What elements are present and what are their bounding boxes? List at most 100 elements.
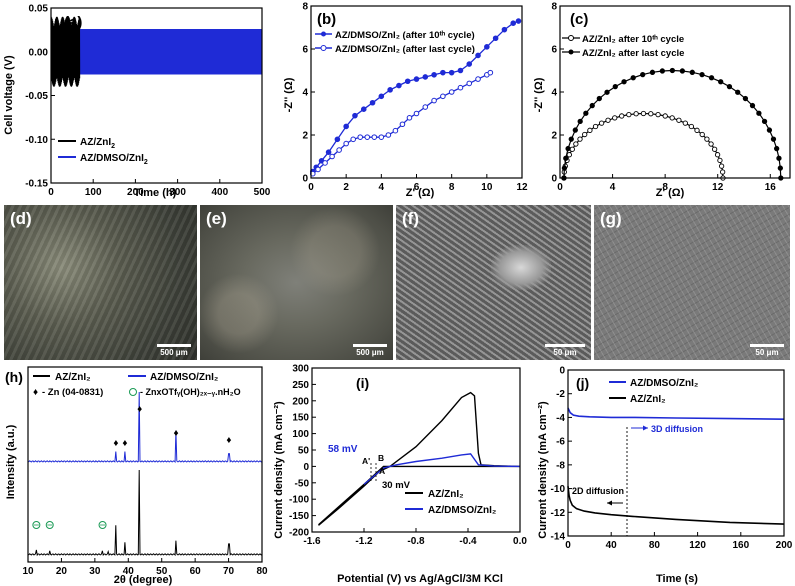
series-c-1-point-7 — [583, 110, 589, 116]
j-ytick-label-1: -2 — [556, 389, 565, 400]
b-xtick-label-0: 0 — [308, 182, 314, 193]
series-c-0-point-5 — [569, 146, 575, 152]
i-ytick-label-4: 100 — [292, 429, 309, 440]
series-c-1-point-32 — [776, 155, 782, 161]
series-c-1-point-29 — [766, 127, 773, 133]
series-b-1-point-24 — [487, 69, 494, 76]
h-zn-marker-1: ♦ — [122, 438, 127, 449]
a-ytick-label-4: -0.15 — [25, 179, 48, 190]
j-ytick-label-6: -12 — [551, 508, 566, 519]
h-xtick-label-2: 30 — [89, 566, 101, 577]
photo-f-sem-image: (f) 50 μm — [396, 205, 591, 360]
series-c-1-point-1 — [561, 165, 568, 171]
i-xtick-label-4: 0.0 — [513, 536, 527, 547]
series-c-0-point-14 — [619, 113, 625, 119]
panel-h-plot-area: ♦ ♦ ♦ ♦ ♦ 10 20 30 40 50 60 70 80 — [22, 366, 268, 577]
panel-b-legend: AZ/DMSO/ZnI₂ (after 10ᵗʰ cycle) AZ/DMSO/… — [315, 30, 475, 55]
series-c-0-point-28 — [708, 141, 714, 147]
series-b-1-point-1 — [315, 166, 321, 173]
series-j-0-line — [567, 407, 785, 420]
panel-j-legend: AZ/DMSO/ZnI₂ AZ/ZnI₂ — [609, 378, 698, 405]
series-b-1-point-7 — [357, 134, 364, 140]
panel-j-plot-area: 0 40 80 120 160 200 0 -2 -4 -6 -8 -10 -12 -14 — [551, 366, 793, 552]
c-xtick-label-4: 16 — [765, 182, 777, 193]
b-ytick-label-4: 8 — [302, 2, 308, 13]
legend-h-series2: AZ/DMSO/ZnI₂ — [150, 372, 218, 383]
series-c-1-point-3 — [565, 145, 571, 152]
series-c-1-point-33 — [777, 165, 783, 171]
legend-j-series2: AZ/ZnI₂ — [630, 394, 666, 405]
j-ytick-label-4: -8 — [556, 460, 565, 471]
i-ytick-label-2: 200 — [292, 396, 309, 407]
series-c-1-point-21 — [708, 75, 715, 81]
series-c-0-point-25 — [694, 127, 700, 133]
series-a-azdmso-band — [51, 29, 262, 75]
photo-e-optical-image: (e) 500 μm — [200, 205, 393, 360]
panel-a-ylabel: Cell voltage (V) — [3, 55, 15, 135]
legend-b-series1: AZ/DMSO/ZnI₂ (after 10ᵗʰ cycle) — [335, 30, 475, 41]
h-salt-marker-0 — [32, 521, 41, 529]
a-xtick-label-1: 100 — [85, 187, 102, 198]
i-ytick-label-6: 0 — [303, 462, 309, 473]
h-salt-marker-2 — [98, 521, 107, 529]
b-xtick-label-6: 12 — [516, 182, 528, 193]
series-c-0-point-8 — [582, 131, 588, 138]
panel-c-chart: 0 4 8 12 16 0 2 4 6 8 (c) Z' (Ω) -Z'' (Ω) AZ/ZnI₂… — [533, 2, 791, 199]
series-b-0-point-21 — [484, 44, 490, 50]
series-c-1-point-16 — [659, 68, 666, 74]
b-xtick-label-5: 10 — [481, 182, 493, 193]
series-b-0-point-4 — [334, 136, 341, 143]
photo-g-sem-image: (g) 50 μm — [594, 205, 790, 360]
panel-c-plot-area: 0 4 8 12 16 0 2 4 6 8 — [551, 2, 791, 193]
series-c-0-point-33 — [719, 169, 726, 175]
series-c-0-point-17 — [640, 110, 647, 117]
j-xtick-label-3: 120 — [689, 540, 706, 551]
panel-i-label: (i) — [356, 375, 369, 391]
series-b-0-point-23 — [501, 26, 508, 33]
series-b-0-point-3 — [325, 149, 332, 155]
series-c-1-point-12 — [621, 79, 627, 85]
series-b-1-point-19 — [448, 89, 455, 95]
j-xtick-label-4: 160 — [732, 540, 749, 551]
series-b-0-point-9 — [378, 93, 385, 100]
series-b-1-point-3 — [329, 153, 335, 160]
panel-i-chart: -1.6 -1.2 -0.8 -0.4 0.0 300 250 200 150 100 50 0 -50… — [273, 364, 527, 586]
legend-h-zn: - Zn (04-0831) — [42, 387, 103, 398]
photo-f-scale-bar: 50 μm — [545, 344, 585, 357]
photo-d-optical-image: (d) 500 μm — [4, 205, 197, 360]
panel-j-ylabel: Current density (mA cm⁻²) — [537, 401, 549, 539]
c-ytick-label-0: 0 — [551, 174, 557, 185]
panel-j-chart: 0 40 80 120 160 200 0 -2 -4 -6 -8 -10 -12 -14 Time (s… — [537, 366, 793, 586]
series-c-0-point-4 — [566, 152, 572, 158]
series-b-1-point-21 — [466, 80, 473, 87]
panel-h-ylabel: Intensity (a.u.) — [5, 424, 17, 499]
annotation-3d-diffusion: 3D diffusion — [651, 424, 703, 434]
series-c-1-point-10 — [604, 89, 610, 95]
h-xtick-label-6: 70 — [223, 566, 235, 577]
i-xtick-label-2: -0.8 — [407, 536, 425, 547]
series-b-1-point-8 — [364, 134, 371, 140]
panel-c-xlabel: Z' (Ω) — [656, 187, 685, 199]
series-b-0-point-24 — [510, 20, 517, 27]
series-a-azzni-band — [51, 27, 80, 77]
a-xtick-label-3: 300 — [169, 187, 186, 198]
series-c-0-point-22 — [676, 117, 682, 123]
series-c-0-point-19 — [655, 111, 661, 118]
series-b-1-point-6 — [350, 136, 356, 143]
panel-a-plot-area: 0 100 200 300 400 500 0.05 0.00 -0.05 -0.10 -0.15 — [25, 4, 270, 199]
j-ytick-label-2: -4 — [556, 413, 565, 424]
j-xtick-label-5: 200 — [776, 540, 793, 551]
panel-b-plot-area: 0 2 4 6 8 10 12 0 2 4 6 8 — [302, 2, 528, 194]
series-c-1-point-6 — [577, 118, 583, 125]
b-xtick-label-2: 4 — [379, 182, 385, 193]
series-b-0-point-22 — [492, 35, 499, 42]
h-xtick-label-5: 60 — [190, 566, 202, 577]
panel-h-label: (h) — [5, 369, 23, 385]
series-b-1-point-13 — [399, 121, 406, 128]
series-c-0-point-7 — [577, 136, 583, 142]
series-c-0-point-12 — [605, 117, 611, 123]
legend-i-series2: AZ/DMSO/ZnI₂ — [428, 505, 496, 516]
panel-c-label: (c) — [570, 11, 588, 28]
panel-h-chart: ♦ ♦ ♦ ♦ ♦ 10 20 30 40 50 60 70 80 2θ (degree) Intens… — [5, 366, 268, 586]
series-b-1-point-12 — [392, 127, 399, 134]
